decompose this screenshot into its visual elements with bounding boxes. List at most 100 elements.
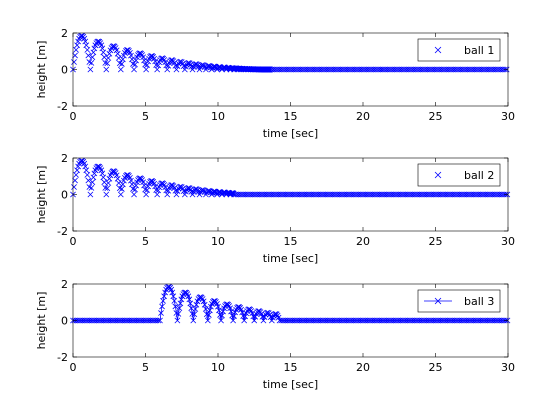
data-point [84,46,91,53]
data-point [150,179,157,185]
data-point [74,167,80,174]
data-point [117,66,124,73]
x-tick-label: 5 [142,361,149,374]
data-point [201,301,208,308]
data-point [82,163,89,170]
data-point [100,49,107,56]
data-point [173,191,180,198]
data-point [237,305,244,311]
series-ball-2 [70,157,511,198]
x-tick-label: 15 [284,235,298,248]
data-point [213,299,219,305]
data-point [230,317,237,324]
data-point [202,306,209,312]
data-point [89,54,96,61]
y-axis-label: height [m] [35,292,48,350]
data-point [98,42,105,49]
data-point [119,181,126,188]
data-point [154,66,161,73]
data-point [91,170,98,177]
data-point [158,310,164,316]
data-point [220,308,226,315]
data-point [257,309,264,315]
y-tick-label: -2 [57,351,68,364]
data-point [98,167,105,174]
legend: ball 1 [417,38,501,62]
data-point [160,297,166,304]
data-point [170,183,177,189]
data-point [159,303,165,310]
data-point [118,186,125,192]
x-tick-label: 30 [501,235,515,248]
data-point [128,177,134,184]
data-point [171,297,178,304]
data-point [103,191,110,198]
data-point [106,175,113,182]
data-point [129,181,135,188]
data-point [155,62,162,69]
data-point [118,61,125,67]
data-point [88,185,95,191]
data-point [173,66,180,73]
y-tick-label: 2 [61,27,68,40]
x-axis-label: time [sec] [263,127,318,140]
data-point [193,301,200,308]
data-point [114,50,121,57]
data-point [104,60,111,67]
data-point [190,317,197,324]
data-point [242,313,249,320]
data-point [231,313,238,319]
data-point [131,66,137,73]
x-tick-label: 10 [211,361,225,374]
data-point [133,57,139,64]
data-point [119,56,126,63]
data-point [86,184,93,190]
y-tick-label: 0 [61,64,68,77]
data-point [192,306,199,312]
data-point [144,62,151,68]
legend-label: ball 3 [464,295,494,308]
data-point [83,167,90,174]
data-point [174,317,181,324]
legend-box [417,163,501,187]
data-point [80,158,87,165]
x-tick-label: 25 [429,110,443,123]
data-point [189,311,196,317]
data-point [90,49,97,56]
data-point [167,284,174,291]
x-tick-label: 25 [429,235,443,248]
data-point [133,182,139,189]
data-point [203,311,210,318]
data-point [176,305,183,312]
data-point [73,46,79,53]
data-point [161,293,167,300]
data-point [164,66,171,73]
data-point [218,317,224,324]
data-point [102,185,109,191]
data-point [157,317,163,324]
data-point [115,180,122,186]
x-tick-label: 5 [142,235,149,248]
data-point [175,311,182,317]
data-point [170,293,177,300]
data-point [140,54,146,61]
data-point [155,187,162,194]
data-point [251,317,258,324]
data-point [267,314,274,320]
x-tick-label: 0 [70,110,77,123]
legend-marker [434,297,442,305]
data-point [155,317,162,324]
data-point [102,60,109,66]
data-point [72,52,78,59]
x-tick-label: 10 [211,235,225,248]
x-tick-label: 25 [429,361,443,374]
x-tick-label: 15 [284,110,298,123]
legend-box [417,38,501,62]
data-point [91,45,98,52]
data-point [180,63,187,69]
y-tick-label: -2 [57,100,68,113]
data-point [83,42,90,49]
